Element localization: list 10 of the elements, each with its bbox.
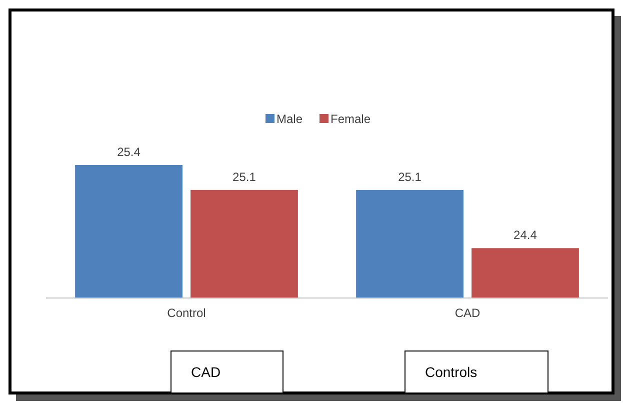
data-label: 25.4: [117, 145, 141, 159]
x-tick-label: Control: [167, 306, 206, 320]
data-label: 25.1: [232, 170, 256, 184]
caption-box: Controls: [404, 350, 548, 394]
legend-label: Male: [276, 112, 303, 126]
caption-box: CAD: [170, 350, 284, 394]
data-label: 25.1: [398, 170, 422, 184]
legend-label: Female: [330, 112, 371, 126]
data-label: 24.4: [514, 228, 538, 242]
x-tick-label: CAD: [454, 306, 480, 320]
